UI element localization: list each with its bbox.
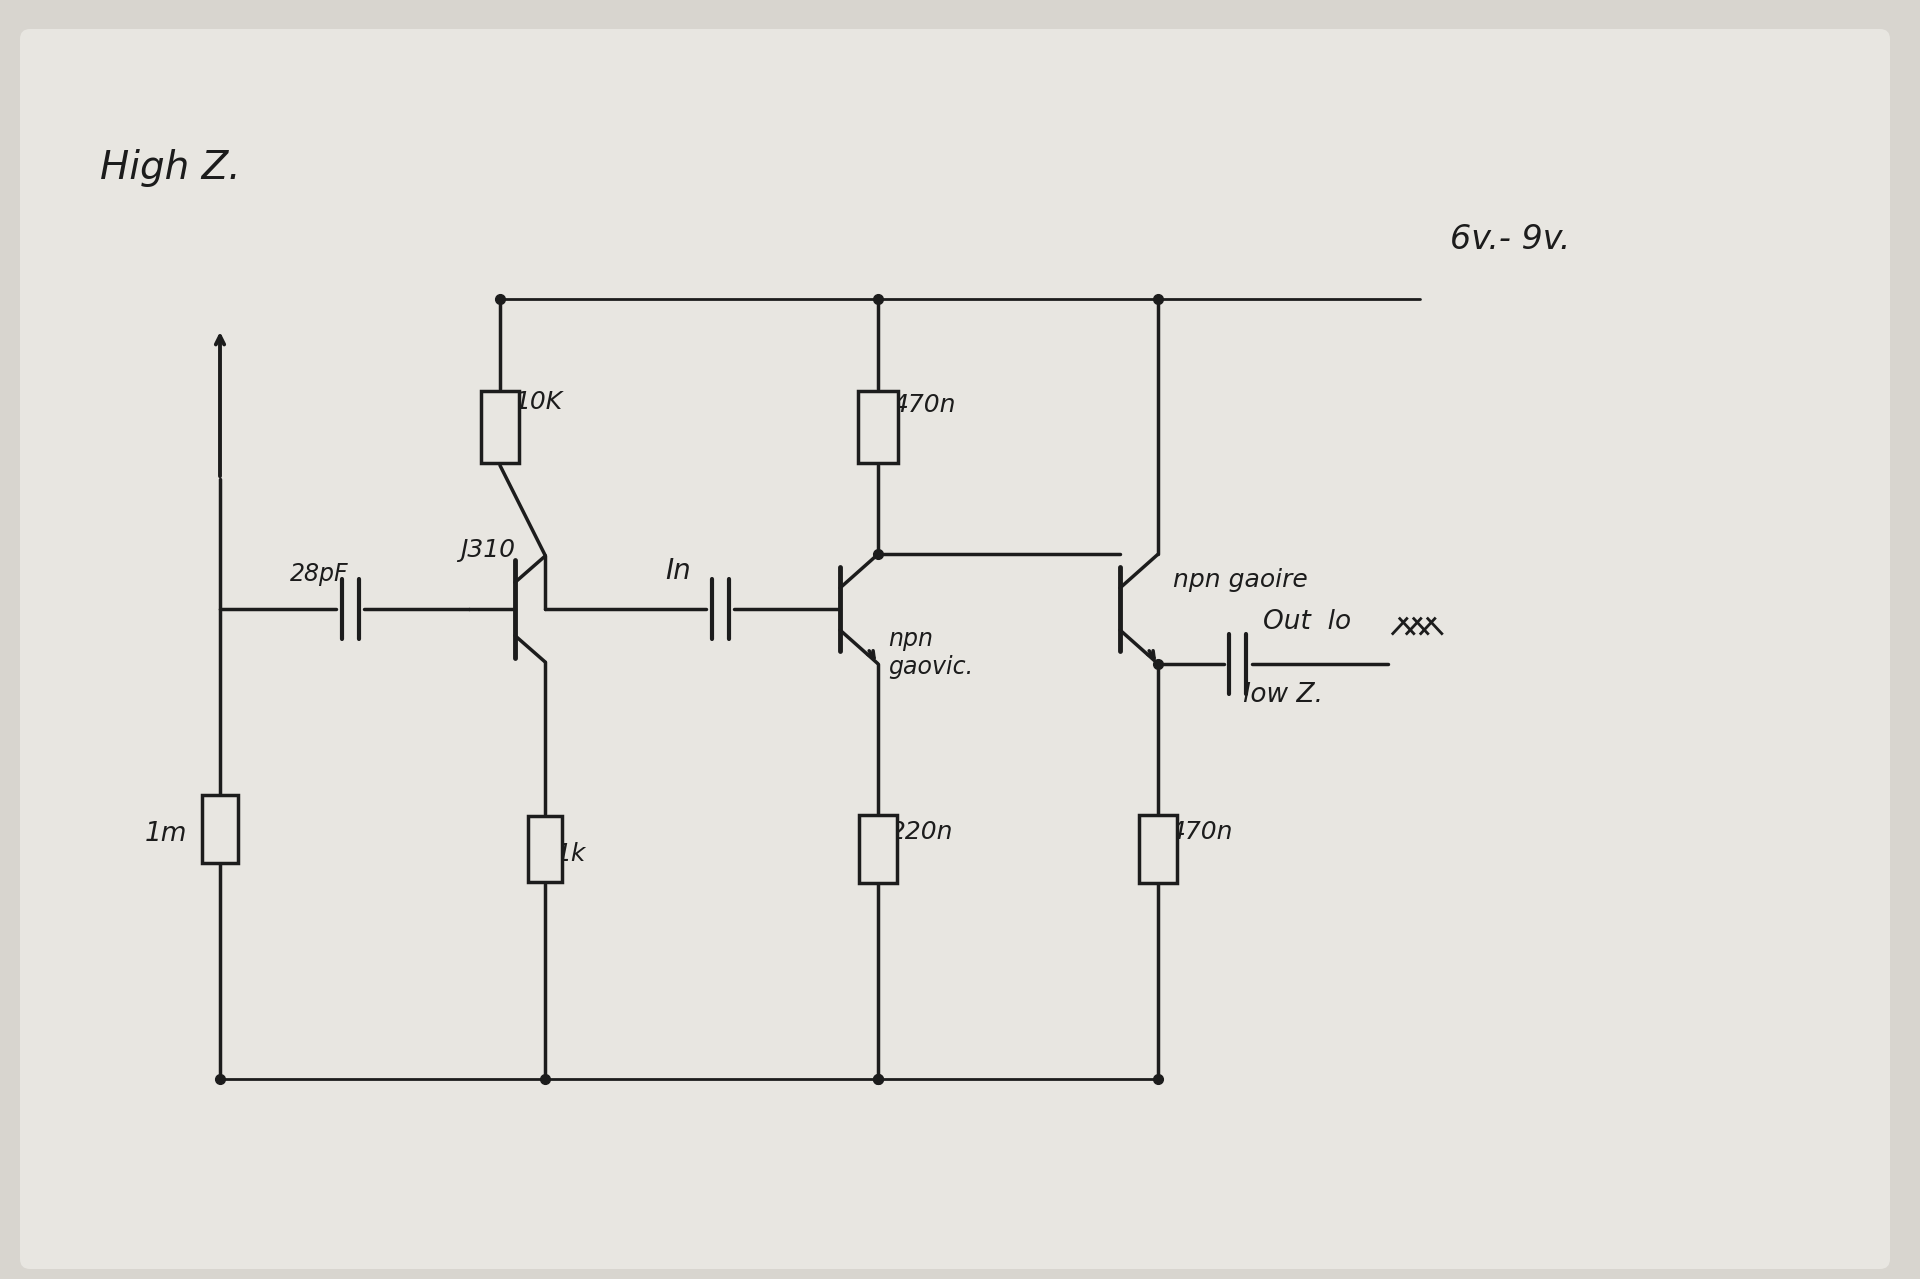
Text: 470n: 470n	[893, 393, 956, 417]
Bar	[858, 390, 899, 463]
Text: 28pF: 28pF	[290, 561, 349, 586]
Text: Out  lo: Out lo	[1263, 609, 1352, 634]
Text: In: In	[664, 556, 691, 585]
Text: 470n: 470n	[1169, 820, 1233, 844]
Text: npn
gaovic.: npn gaovic.	[887, 627, 973, 679]
Text: low Z.: low Z.	[1242, 682, 1323, 707]
Text: 6v.- 9v.: 6v.- 9v.	[1450, 223, 1571, 256]
Text: 1k: 1k	[555, 842, 586, 866]
Text: npn gaoire: npn gaoire	[1173, 568, 1308, 592]
Text: J310: J310	[461, 538, 515, 561]
Bar	[858, 815, 897, 883]
Text: 1m: 1m	[146, 821, 188, 847]
Bar	[482, 391, 518, 463]
Bar	[1139, 815, 1177, 883]
Text: 10K: 10K	[515, 390, 563, 414]
Text: High Z.: High Z.	[100, 148, 240, 187]
Text: 220n: 220n	[889, 820, 954, 844]
Bar	[202, 796, 238, 863]
FancyBboxPatch shape	[19, 29, 1889, 1269]
Bar	[528, 816, 563, 883]
